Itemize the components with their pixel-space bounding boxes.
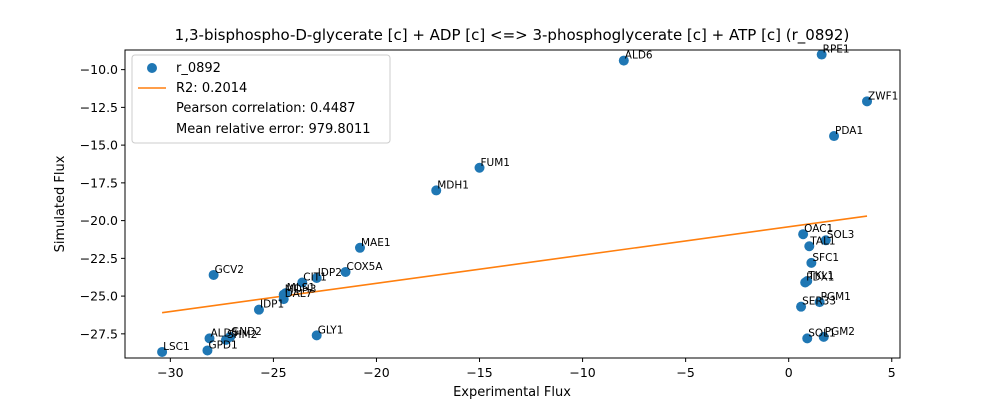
data-point: [354, 242, 365, 253]
point-label: CIT1: [303, 272, 327, 284]
x-tick-label: 0: [785, 365, 793, 380]
data-point: [157, 346, 168, 357]
point-label: GCV2: [215, 264, 244, 276]
y-tick-label: −25.0: [80, 289, 118, 304]
legend-entry-series: r_0892: [176, 61, 221, 76]
x-tick-label: −5: [676, 365, 694, 380]
y-tick-label: −17.5: [80, 175, 118, 190]
point-label: LSC1: [163, 341, 190, 353]
point-label: PGM1: [821, 291, 851, 303]
point-label: DAL7: [285, 288, 313, 300]
point-label: MLS1: [287, 282, 315, 294]
data-point: [431, 185, 442, 196]
point-label: FUM1: [481, 157, 510, 169]
point-label: TKL1: [807, 270, 834, 282]
point-label: GND2: [231, 326, 262, 338]
point-label: IDP2: [318, 267, 342, 279]
point-label: SOL1: [808, 327, 835, 339]
data-point: [816, 49, 827, 60]
plot-frame: [124, 49, 901, 359]
point-label: IDP1: [260, 299, 284, 311]
data-point: [829, 131, 840, 142]
point-label: ALD5: [211, 327, 239, 339]
legend-box: [131, 54, 391, 144]
point-label: SER33: [802, 296, 836, 308]
y-axis-ticks: −27.5 −25.0 −22.5 −20.0 −17.5 −15.0 −12.5 −10.0: [80, 62, 125, 341]
point-label: PDA1: [835, 125, 863, 137]
data-point: [202, 345, 213, 356]
y-axis-label: Simulated Flux: [53, 155, 68, 252]
x-tick-label: −20: [363, 365, 389, 380]
data-point: [796, 301, 807, 312]
legend: r_0892 R2: 0.2014 Pearson correlation: 0…: [131, 54, 391, 144]
y-tick-label: −15.0: [80, 138, 118, 153]
data-point: [806, 257, 817, 268]
point-label: ZWF1: [868, 90, 898, 102]
point-label: TAL1: [809, 235, 835, 247]
data-point: [311, 330, 322, 341]
x-axis-ticks: −30 −25 −20 −15 −10 −5 0 5: [157, 358, 896, 380]
x-axis-label: Experimental Flux: [453, 385, 571, 400]
point-label: SHM2: [227, 329, 257, 341]
data-point: [814, 297, 825, 308]
x-tick-label: −15: [466, 365, 492, 380]
point-label: GLY1: [318, 324, 344, 336]
legend-entry-r2: R2: 0.2014: [176, 81, 247, 96]
point-label: SOL3: [827, 229, 854, 241]
data-point: [862, 96, 873, 107]
data-point: [204, 333, 215, 344]
data-point: [798, 229, 809, 240]
point-label: PGM2: [825, 326, 855, 338]
legend-entry-pearson: Pearson correlation: 0.4487: [176, 101, 356, 116]
data-point: [802, 276, 813, 286]
data-point: [280, 288, 291, 299]
point-label: SFC1: [812, 252, 839, 264]
data-point: [802, 333, 813, 344]
data-point: [804, 241, 815, 252]
data-point: [820, 235, 831, 246]
data-point: [208, 269, 219, 280]
point-label: MDH3: [285, 284, 317, 296]
data-point: [253, 304, 264, 315]
chart-title: 1,3-bisphospho-D-glycerate [c] + ADP [c]…: [175, 26, 850, 45]
legend-entry-mre: Mean relative error: 979.8011: [176, 122, 371, 137]
point-label: GPD1: [208, 339, 237, 351]
data-point: [818, 331, 829, 342]
data-point: [311, 272, 322, 283]
x-tick-label: 5: [888, 365, 896, 380]
y-tick-label: −20.0: [80, 213, 118, 228]
data-point: [297, 277, 308, 288]
point-label: OAC1: [804, 223, 833, 235]
legend-point-marker: [147, 63, 157, 73]
y-tick-label: −10.0: [80, 62, 118, 77]
point-label: PDX1: [806, 272, 834, 284]
x-tick-label: −30: [157, 365, 183, 380]
y-tick-label: −22.5: [80, 251, 118, 266]
data-point: [474, 162, 485, 173]
y-tick-label: −12.5: [80, 100, 118, 115]
x-tick-label: −10: [569, 365, 595, 380]
points-layer: [157, 49, 873, 357]
data-point: [340, 266, 351, 277]
data-point: [225, 331, 236, 342]
point-label: MDH1: [437, 179, 469, 191]
data-point: [618, 55, 629, 66]
y-tick-label: −27.5: [80, 326, 118, 341]
point-label: COX5A: [347, 261, 384, 273]
point-label: MAE1: [361, 237, 391, 249]
x-tick-label: −25: [260, 365, 286, 380]
point-label: ALD6: [625, 50, 653, 62]
